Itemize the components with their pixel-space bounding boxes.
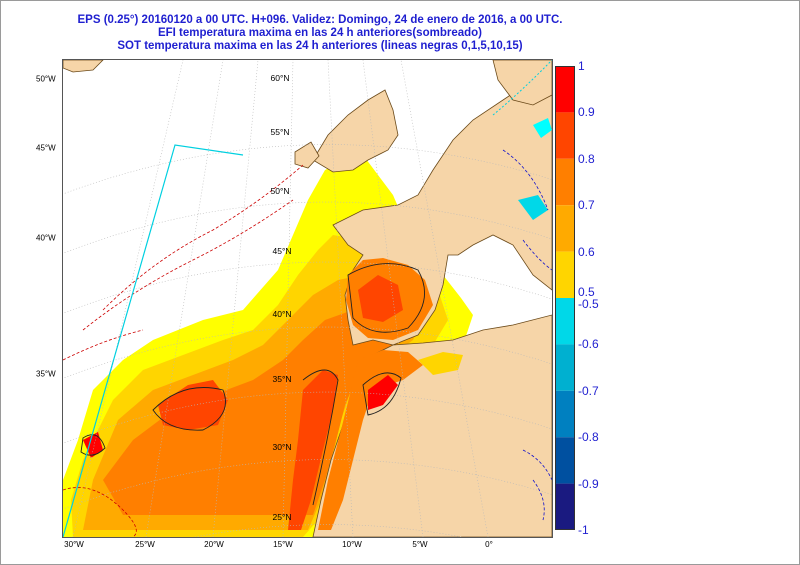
colorbar-label: 0.7 [578, 198, 595, 213]
left-label-35w: 35°W [36, 369, 56, 379]
efi-field-0.9-b [288, 370, 338, 530]
lon-label-25w: 25°W [135, 540, 155, 549]
colorbar-cell-positive [555, 112, 575, 159]
efi-map [62, 59, 553, 538]
lon-label-5w: 5°W [412, 540, 428, 549]
lon-label-10w: 10°W [342, 540, 362, 549]
land-scandinavia [492, 60, 552, 106]
lat-label-25n: 25°N [272, 512, 292, 522]
lon-label-15w: 15°W [273, 540, 293, 549]
colorbar-cell-negative [555, 483, 575, 530]
colorbar-cell-positive [555, 205, 575, 252]
red-dashed-contours [63, 164, 304, 537]
lat-label-40n: 40°N [272, 309, 292, 319]
land-iceland [63, 60, 104, 73]
left-label-45w: 45°W [36, 143, 56, 153]
efi-field-neg-med-b [518, 195, 548, 220]
lon-label-20w: 20°W [204, 540, 224, 549]
colorbar-cell-negative [555, 298, 575, 345]
title-line-2: EFI temperatura maxima en las 24 h anter… [157, 27, 483, 39]
colorbar-label: 0.8 [578, 151, 595, 166]
colorbar-label: -0.6 [578, 337, 599, 352]
efi-field-0.8 [103, 310, 401, 515]
colorbar [555, 66, 575, 530]
lat-label-35n: 35°N [272, 374, 292, 384]
efi-field-neg-med [533, 118, 552, 138]
colorbar-label: -0.7 [578, 383, 599, 398]
lat-label-55n: 55°N [270, 127, 290, 137]
lat-label-50n: 50°N [270, 186, 290, 196]
blue-dashed-contours [502, 149, 552, 521]
land-ireland [294, 141, 320, 169]
colorbar-cell-negative [555, 437, 575, 484]
title-line-3: SOT temperatura maxima en las 24 h anter… [117, 40, 523, 52]
colorbar-label: 1 [578, 59, 585, 73]
map-titles: EPS (0.25°) 20160120 a 00 UTC. H+096. Va… [0, 14, 640, 53]
colorbar-cell-negative [555, 344, 575, 391]
colorbar-label: -0.8 [578, 430, 599, 445]
title-line-1: EPS (0.25°) 20160120 a 00 UTC. H+096. Va… [77, 14, 563, 26]
efi-field-africa-yellow [418, 352, 463, 375]
lon-label-0: 0° [485, 540, 493, 549]
cyan-projection-edge-ne [492, 60, 552, 116]
colorbar-cell-positive [555, 66, 575, 113]
lat-label-60n: 60°N [270, 73, 290, 83]
efi-field-morocco-core [368, 375, 398, 410]
colorbar-label: -0.5 [578, 297, 599, 311]
lat-label-45n: 45°N [272, 246, 292, 256]
efi-field-morocco [318, 350, 423, 530]
left-label-50w: 50°W [36, 74, 56, 84]
colorbar-label: -0.9 [578, 476, 599, 491]
lat-label-30n: 30°N [272, 442, 292, 452]
left-label-40w: 40°W [36, 233, 56, 243]
colorbar-cell-positive [555, 251, 575, 298]
colorbar-label: -1 [578, 523, 589, 537]
colorbar-label: 0.5 [578, 285, 595, 299]
colorbar-cell-positive [555, 158, 575, 206]
graticule [63, 60, 552, 537]
efi-field-1.0-b [83, 432, 103, 458]
colorbar-label: 0.9 [578, 105, 595, 120]
land-british-isles [312, 89, 399, 173]
lon-label-30w: 30°W [64, 540, 84, 549]
efi-field-0.9-a [158, 380, 228, 430]
colorbar-label: 0.6 [578, 244, 595, 259]
colorbar-cell-negative [555, 390, 575, 438]
cyan-projection-edge [63, 144, 244, 537]
sot-contours [80, 263, 425, 506]
